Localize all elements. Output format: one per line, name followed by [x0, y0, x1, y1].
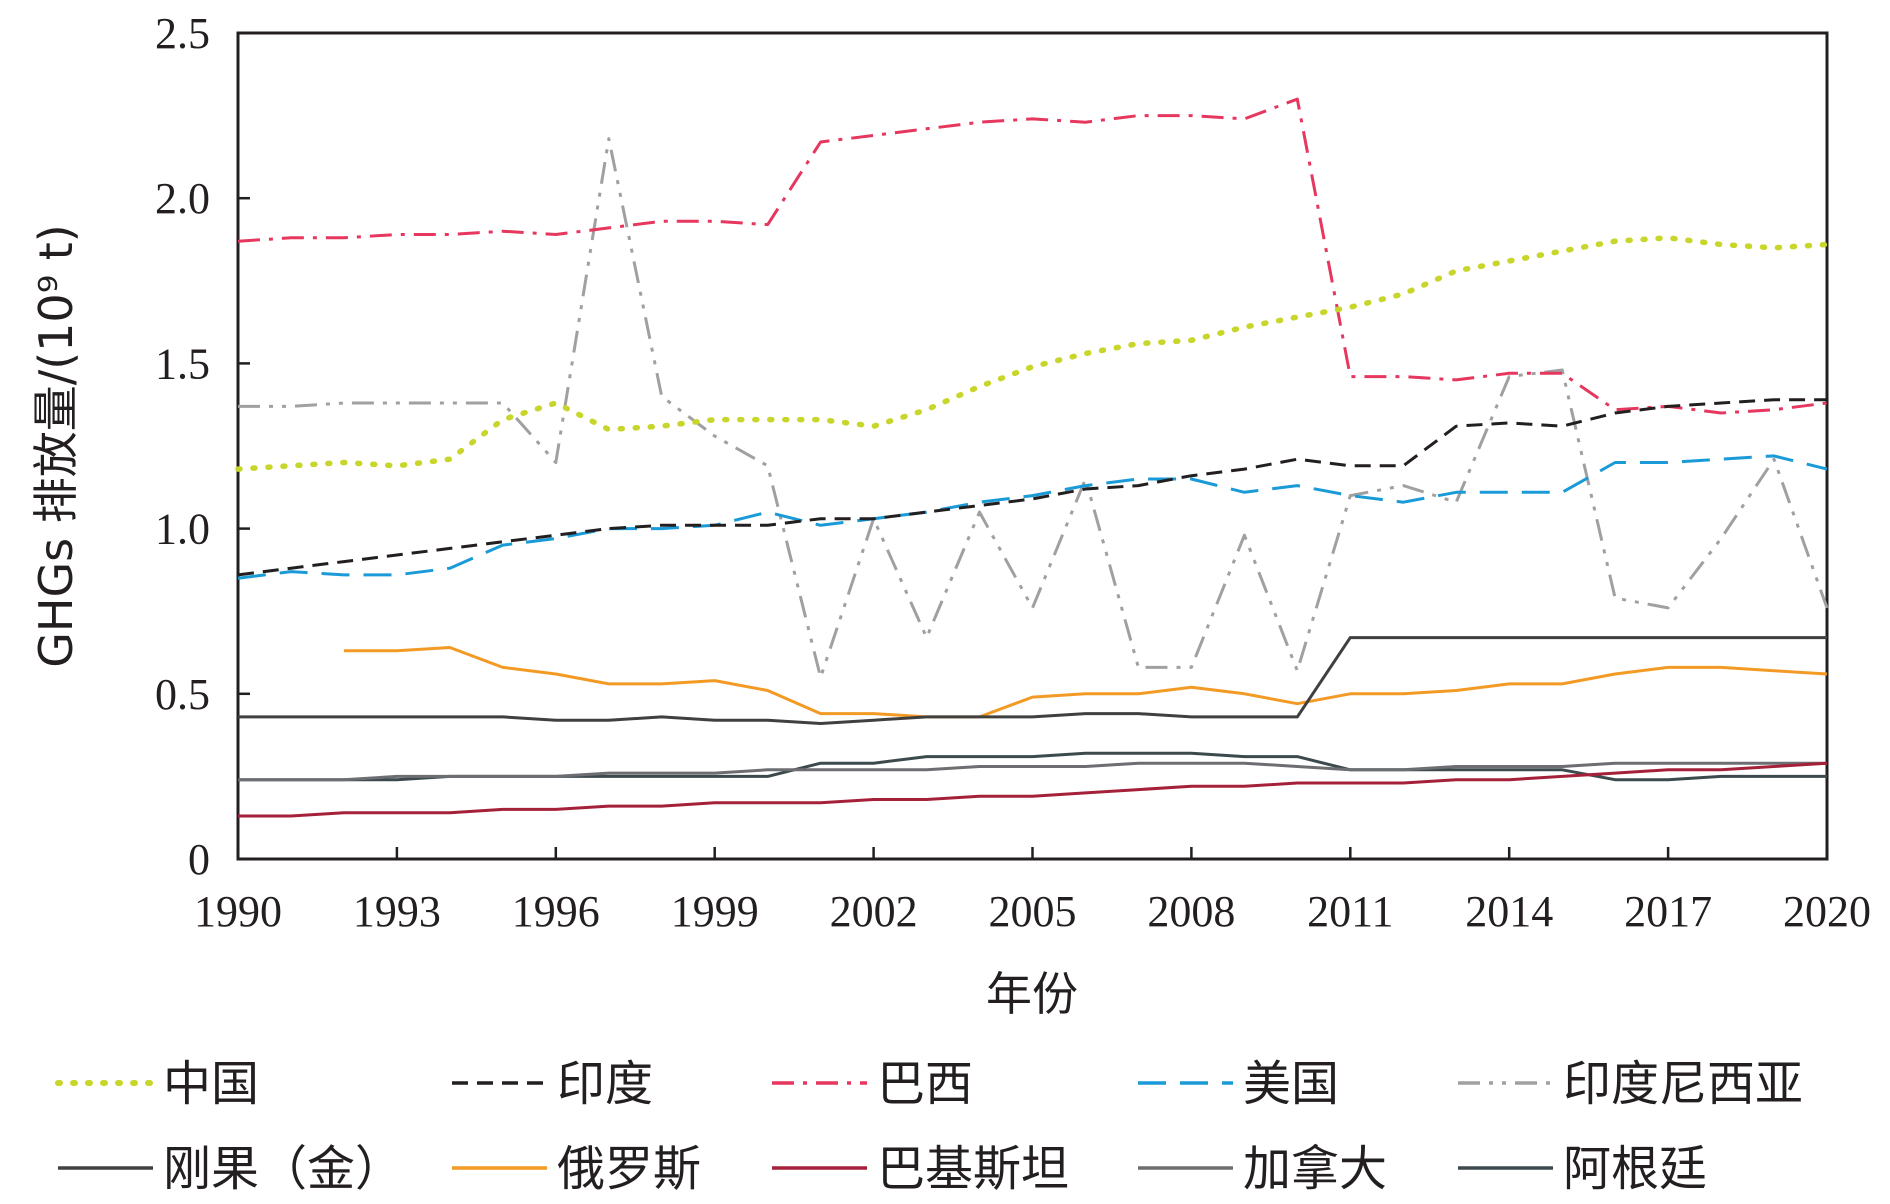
- series-line: [238, 761, 1827, 782]
- x-tick-label: 2008: [1147, 887, 1235, 936]
- y-tick-label: 2.0: [155, 174, 210, 223]
- legend-item: 巴基斯坦: [772, 1141, 1069, 1197]
- series-lines: [235, 97, 1830, 818]
- series-line: [237, 454, 1828, 580]
- legend-label: 阿根廷: [1563, 1141, 1707, 1197]
- series-line: [343, 646, 1828, 719]
- legend-label: 刚果（金）: [163, 1141, 403, 1197]
- legend-label: 中国: [163, 1056, 259, 1112]
- x-tick-label: 2002: [830, 887, 918, 936]
- x-tick-label: 1996: [512, 887, 600, 936]
- legend-label: 巴西: [877, 1056, 973, 1112]
- y-tick-label: 1.5: [155, 339, 210, 388]
- series-line: [238, 636, 1827, 725]
- x-tick-label: 1990: [194, 887, 282, 936]
- y-tick-label: 1.0: [155, 505, 210, 554]
- legend-label: 加拿大: [1243, 1141, 1387, 1197]
- x-tick-label: 2017: [1624, 887, 1712, 936]
- plot-frame: [236, 31, 1829, 861]
- legend-label: 美国: [1243, 1056, 1339, 1112]
- y-tick-label: 0.5: [155, 670, 210, 719]
- y-tick-label: 2.5: [155, 9, 210, 58]
- x-tick-label: 2020: [1783, 887, 1871, 936]
- y-axis-title: GHGs 排放量/(10⁹ t): [29, 224, 83, 668]
- legend-label: 印度尼西亚: [1563, 1056, 1803, 1112]
- legend-item: 中国: [55, 1056, 259, 1112]
- legend-item: 俄罗斯: [452, 1141, 701, 1197]
- x-tick-label: 2014: [1465, 887, 1553, 936]
- x-tick-label: 2011: [1307, 887, 1393, 936]
- y-tick-label: 0: [188, 835, 210, 884]
- x-tick-label: 1999: [671, 887, 759, 936]
- legend-item: 巴西: [772, 1056, 973, 1112]
- legend-label: 印度: [557, 1056, 653, 1112]
- series-line: [237, 398, 1827, 577]
- x-tick-label: 2005: [989, 887, 1077, 936]
- legend-item: 刚果（金）: [58, 1141, 403, 1197]
- legend-item: 美国: [1138, 1056, 1339, 1112]
- series-line: [237, 97, 1828, 415]
- y-axis: 0 0.5 1.0 1.5 2.0 2.5: [155, 9, 250, 884]
- legend-item: 印度尼西亚: [1458, 1056, 1803, 1112]
- legend-label: 巴基斯坦: [877, 1141, 1069, 1197]
- legend-label: 俄罗斯: [557, 1141, 701, 1197]
- legend-item: 加拿大: [1138, 1141, 1387, 1197]
- plot-area: [235, 31, 1830, 861]
- x-axis-title: 年份: [986, 967, 1078, 1021]
- legend-item: 印度: [452, 1056, 653, 1112]
- legend-item: 阿根廷: [1458, 1141, 1707, 1197]
- x-tick-label: 1993: [353, 887, 441, 936]
- series-line: [235, 235, 1830, 472]
- x-axis: 1990 1993 1996 1999 2002 2005 2008 2011 2014 2017…: [194, 847, 1871, 936]
- series-line: [238, 137, 1829, 679]
- series-line: [238, 761, 1828, 818]
